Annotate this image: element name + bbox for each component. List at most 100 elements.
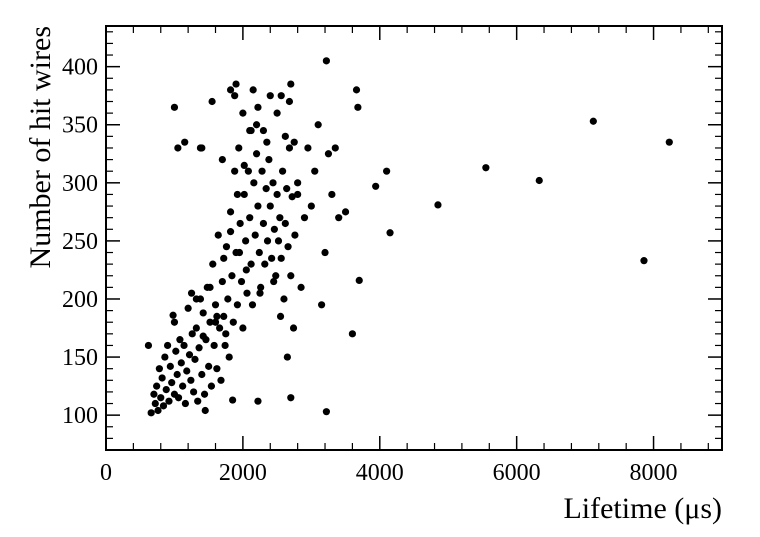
data-point: [229, 396, 237, 404]
data-point: [185, 351, 194, 359]
x-tick-labels: 0 2000 4000 6000 8000: [100, 460, 678, 486]
data-point: [290, 138, 298, 146]
data-point: [277, 254, 285, 262]
x-tick-label: 8000: [630, 460, 678, 486]
data-point: [263, 237, 272, 245]
y-tick-label: 300: [62, 171, 98, 197]
data-point: [214, 231, 222, 239]
y-tick-label: 200: [62, 287, 98, 313]
y-tick-label: 400: [62, 55, 98, 81]
data-point: [291, 231, 299, 239]
plot-frame: [105, 25, 723, 451]
data-point: [235, 248, 244, 257]
data-point: [181, 399, 189, 408]
data-point: [269, 179, 277, 187]
data-point: [277, 92, 285, 100]
y-tick-label: 350: [62, 113, 98, 139]
data-point: [258, 167, 266, 175]
y-tick-label: 150: [62, 345, 98, 371]
data-point: [265, 155, 273, 164]
data-point: [276, 214, 284, 222]
data-point: [206, 318, 214, 326]
data-point: [240, 190, 248, 199]
data-point: [218, 155, 226, 164]
data-point: [386, 229, 394, 237]
data-point: [237, 277, 246, 286]
data-point: [180, 341, 188, 350]
data-point: [314, 121, 322, 129]
data-point: [254, 397, 262, 405]
x-axis-title: Lifetime (μs): [563, 492, 722, 525]
data-point: [190, 388, 198, 396]
data-point: [173, 370, 181, 379]
data-point: [354, 103, 362, 111]
data-point: [170, 318, 179, 326]
data-point: [225, 353, 233, 361]
data-point: [217, 376, 225, 384]
data-point: [273, 109, 281, 117]
data-point: [165, 397, 173, 405]
data-point: [183, 367, 191, 375]
data-point: [248, 301, 257, 309]
data-point: [322, 57, 330, 65]
data-point: [155, 365, 163, 373]
data-point: [665, 138, 673, 146]
data-point: [252, 121, 261, 129]
data-point: [170, 103, 179, 111]
data-point: [231, 92, 239, 100]
data-point: [229, 318, 237, 326]
data-point: [273, 190, 281, 199]
data-point: [191, 355, 199, 363]
data-point: [174, 394, 183, 402]
data-point: [164, 341, 172, 350]
data-point: [383, 167, 391, 175]
data-point: [321, 248, 329, 257]
data-point: [311, 167, 319, 175]
data-point: [246, 214, 254, 222]
data-point: [341, 208, 350, 216]
data-point: [262, 185, 270, 193]
data-point: [226, 86, 235, 94]
data-point: [284, 243, 292, 251]
data-point: [328, 190, 336, 199]
data-point: [213, 365, 221, 373]
data-point: [192, 324, 200, 332]
data-point: [304, 144, 312, 152]
x-tick-label: 0: [100, 460, 112, 486]
y-axis-title: Number of hit wires: [24, 26, 57, 268]
y-tick-label: 250: [62, 229, 98, 255]
data-point: [254, 103, 262, 111]
data-point: [200, 390, 209, 398]
data-point: [434, 201, 442, 209]
data-point: [153, 382, 161, 390]
data-point: [226, 208, 235, 216]
data-point: [184, 304, 192, 312]
data-point: [300, 214, 309, 222]
data-point: [144, 341, 153, 350]
data-point: [322, 408, 330, 416]
data-point: [274, 237, 283, 245]
data-point: [242, 266, 250, 274]
data-point: [198, 370, 206, 379]
data-point: [247, 260, 255, 268]
data-point: [256, 289, 264, 297]
data-point: [259, 126, 268, 135]
data-point: [236, 219, 244, 228]
data-point: [331, 144, 339, 152]
data-point: [187, 376, 195, 384]
data-point: [318, 301, 326, 309]
data-point: [297, 283, 305, 291]
data-point: [255, 248, 263, 257]
data-point: [307, 202, 315, 210]
data-point: [159, 402, 168, 410]
data-point: [150, 390, 158, 398]
data-point: [348, 330, 356, 338]
data-point: [210, 341, 218, 350]
data-point: [355, 276, 363, 284]
data-point: [228, 272, 236, 280]
data-point: [195, 344, 203, 352]
x-tick-label: 2000: [219, 460, 267, 486]
data-point: [187, 289, 196, 297]
data-point: [287, 272, 295, 280]
data-point: [247, 126, 255, 135]
